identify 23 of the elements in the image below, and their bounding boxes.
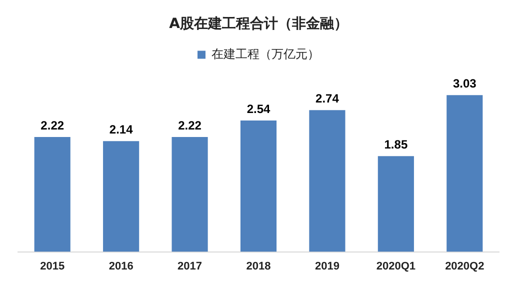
data-label: 2.14 bbox=[109, 122, 134, 136]
bar bbox=[103, 141, 140, 252]
chart-title: A股在建工程合计（非金融） bbox=[169, 16, 348, 32]
bar bbox=[378, 156, 414, 252]
x-tick-label: 2017 bbox=[178, 260, 202, 272]
bar bbox=[172, 136, 208, 252]
bar bbox=[309, 110, 346, 252]
bar bbox=[240, 120, 277, 252]
data-label: 3.03 bbox=[452, 76, 477, 90]
data-label: 2.54 bbox=[246, 102, 270, 116]
x-tick-label: 2019 bbox=[314, 260, 340, 272]
x-tick-label: 2018 bbox=[246, 260, 271, 272]
data-label: 1.85 bbox=[384, 137, 408, 152]
bar bbox=[34, 136, 70, 252]
x-tick-label: 2020Q1 bbox=[376, 260, 416, 272]
x-tick-label: 2015 bbox=[40, 260, 65, 272]
data-label: 2.22 bbox=[178, 118, 202, 132]
data-label: 2.74 bbox=[316, 91, 340, 106]
x-tick-label: 2016 bbox=[108, 260, 134, 272]
legend-label: 在建工程（万亿元） bbox=[212, 46, 320, 61]
x-tick-label: 2020Q2 bbox=[445, 260, 484, 272]
data-label: 2.22 bbox=[40, 118, 64, 132]
bar bbox=[446, 95, 483, 252]
